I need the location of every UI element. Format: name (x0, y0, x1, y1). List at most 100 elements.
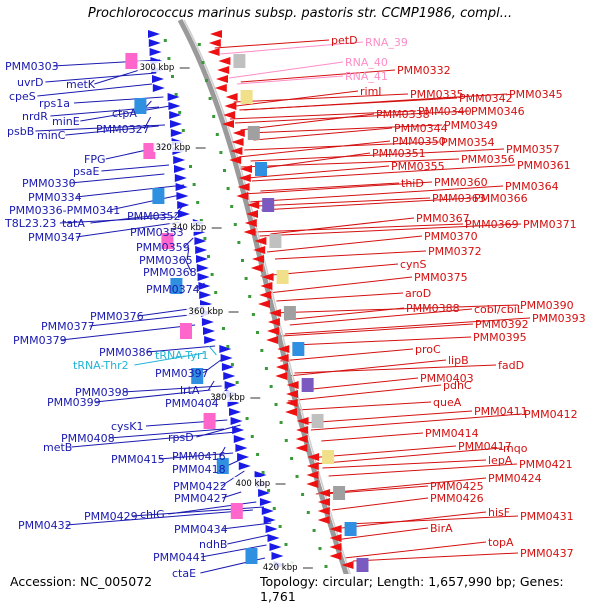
reverse-gene-arrow[interactable] (218, 57, 231, 65)
reverse-gene-arrow[interactable] (268, 309, 281, 317)
left-gene-label[interactable]: PMM0432 (18, 519, 72, 532)
right-gene-label[interactable]: PMM0361 (517, 159, 571, 172)
reverse-gene-arrow[interactable] (224, 102, 237, 110)
reverse-gene-arrow[interactable] (208, 39, 221, 47)
reverse-gene-arrow[interactable] (266, 336, 279, 344)
reverse-gene-arrow[interactable] (286, 381, 299, 389)
left-gene-label[interactable]: PMM0359 (136, 241, 190, 254)
right-gene-label[interactable]: RNA_40 (345, 56, 388, 69)
right-gene-label[interactable]: PMM0332 (397, 64, 451, 77)
forward-gene-arrow[interactable] (167, 93, 180, 101)
forward-gene-arrow[interactable] (202, 327, 215, 335)
right-gene-label[interactable]: aroD (405, 287, 431, 300)
reverse-gene-arrow[interactable] (296, 417, 309, 425)
left-gene-label[interactable]: PMM0408 (61, 432, 115, 445)
left-gene-label[interactable]: PMM0399 (47, 396, 101, 409)
left-gene-label[interactable]: tRNA-Thr2 (73, 359, 129, 372)
right-gene-label[interactable]: PMM0366 (474, 192, 528, 205)
left-gene-label[interactable]: PMM0368 (143, 266, 197, 279)
forward-gene-arrow[interactable] (149, 48, 162, 56)
forward-gene-arrow[interactable] (176, 192, 189, 200)
reverse-gene-arrow[interactable] (306, 480, 319, 488)
right-gene-label[interactable]: fadD (498, 359, 524, 372)
reverse-gene-arrow[interactable] (317, 516, 330, 524)
left-gene-label[interactable]: PMM0327 (96, 123, 150, 136)
right-gene-label[interactable]: PMM0431 (520, 510, 574, 523)
left-gene-label[interactable]: PMM0347 (28, 231, 82, 244)
right-gene-label[interactable]: PMM0372 (428, 245, 482, 258)
reverse-gene-arrow[interactable] (252, 255, 264, 263)
right-gene-label[interactable]: queA (433, 396, 462, 409)
reverse-gene-arrow[interactable] (231, 138, 244, 146)
right-gene-label[interactable]: cynS (400, 258, 427, 271)
right-gene-label[interactable]: PMM0344 (394, 122, 448, 135)
right-gene-label[interactable]: PMM0388 (406, 302, 460, 315)
forward-gene-arrow[interactable] (271, 552, 284, 560)
reverse-gene-arrow[interactable] (277, 345, 290, 353)
left-gene-label[interactable]: PMM0427 (174, 492, 228, 505)
left-gene-label[interactable]: PMM0416 (172, 450, 226, 463)
left-gene-label[interactable]: PMM0441 (153, 551, 207, 564)
reverse-gene-arrow[interactable] (329, 543, 342, 551)
left-gene-label[interactable]: uvrD (17, 76, 43, 89)
reverse-gene-arrow[interactable] (295, 435, 308, 443)
right-gene-label[interactable]: petD (331, 34, 358, 47)
left-gene-label[interactable]: PMM0415 (111, 453, 165, 466)
reverse-gene-arrow[interactable] (246, 210, 258, 218)
left-gene-label[interactable]: cysK1 (111, 420, 144, 433)
right-gene-label[interactable]: PMM0417 (458, 440, 512, 453)
reverse-gene-arrow[interactable] (236, 192, 249, 200)
right-gene-label[interactable]: PMM0395 (473, 331, 527, 344)
right-gene-label[interactable]: PMM0367 (416, 212, 470, 225)
right-gene-label[interactable]: PMM0414 (425, 427, 479, 440)
right-gene-label[interactable]: PMM0360 (434, 176, 488, 189)
reverse-gene-arrow[interactable] (216, 75, 228, 83)
reverse-gene-arrow[interactable] (267, 318, 280, 326)
forward-gene-arrow[interactable] (267, 534, 280, 542)
reverse-gene-arrow[interactable] (306, 471, 319, 479)
right-gene-label[interactable]: PMM0392 (475, 318, 529, 331)
forward-gene-arrow[interactable] (152, 75, 164, 83)
right-gene-label[interactable]: rimI (360, 85, 382, 98)
right-gene-label[interactable]: lipB (448, 354, 469, 367)
forward-gene-arrow[interactable] (196, 264, 209, 272)
left-gene-label[interactable]: PMM0398 (75, 386, 129, 399)
reverse-gene-arrow[interactable] (210, 30, 222, 38)
forward-gene-arrow[interactable] (220, 354, 233, 362)
forward-gene-arrow[interactable] (148, 30, 160, 38)
right-gene-label[interactable]: PMM0412 (524, 408, 578, 421)
reverse-gene-arrow[interactable] (258, 300, 270, 308)
forward-gene-arrow[interactable] (201, 318, 214, 326)
reverse-gene-arrow[interactable] (286, 390, 299, 398)
left-gene-label[interactable]: metK (66, 78, 96, 91)
left-gene-label[interactable]: lrtA (180, 384, 200, 397)
forward-gene-arrow[interactable] (173, 156, 186, 164)
forward-gene-arrow[interactable] (198, 282, 211, 290)
left-gene-label[interactable]: PMM0330 (22, 177, 76, 190)
right-gene-label[interactable]: thiD (401, 177, 424, 190)
right-gene-label[interactable]: PMM0357 (506, 143, 560, 156)
right-gene-label[interactable]: PMM0349 (444, 119, 498, 132)
left-gene-label[interactable]: rps1a (39, 97, 70, 110)
reverse-gene-arrow[interactable] (318, 489, 331, 497)
reverse-gene-arrow[interactable] (229, 156, 242, 164)
left-gene-label[interactable]: ndhB (199, 538, 227, 551)
reverse-gene-arrow[interactable] (285, 408, 298, 416)
left-gene-label[interactable]: minE (52, 115, 80, 128)
forward-gene-arrow[interactable] (204, 336, 217, 344)
forward-gene-arrow[interactable] (229, 408, 242, 416)
forward-gene-arrow[interactable] (152, 84, 165, 92)
left-gene-label[interactable]: rpsD (168, 431, 194, 444)
forward-gene-arrow[interactable] (197, 273, 210, 281)
right-gene-label[interactable]: PMM0345 (509, 88, 563, 101)
reverse-gene-arrow[interactable] (260, 282, 273, 290)
right-gene-label[interactable]: PMM0403 (420, 372, 474, 385)
right-gene-label[interactable]: cobI/cbiL (474, 303, 524, 316)
forward-gene-arrow[interactable] (168, 102, 181, 110)
forward-gene-arrow[interactable] (196, 255, 208, 263)
left-gene-label[interactable]: tatA (62, 217, 85, 230)
right-gene-label[interactable]: PMM0370 (424, 230, 478, 243)
left-gene-label[interactable]: PMM0376 (90, 310, 144, 323)
right-gene-label[interactable]: PMM0364 (505, 180, 559, 193)
right-gene-label[interactable]: PMM0421 (519, 458, 573, 471)
